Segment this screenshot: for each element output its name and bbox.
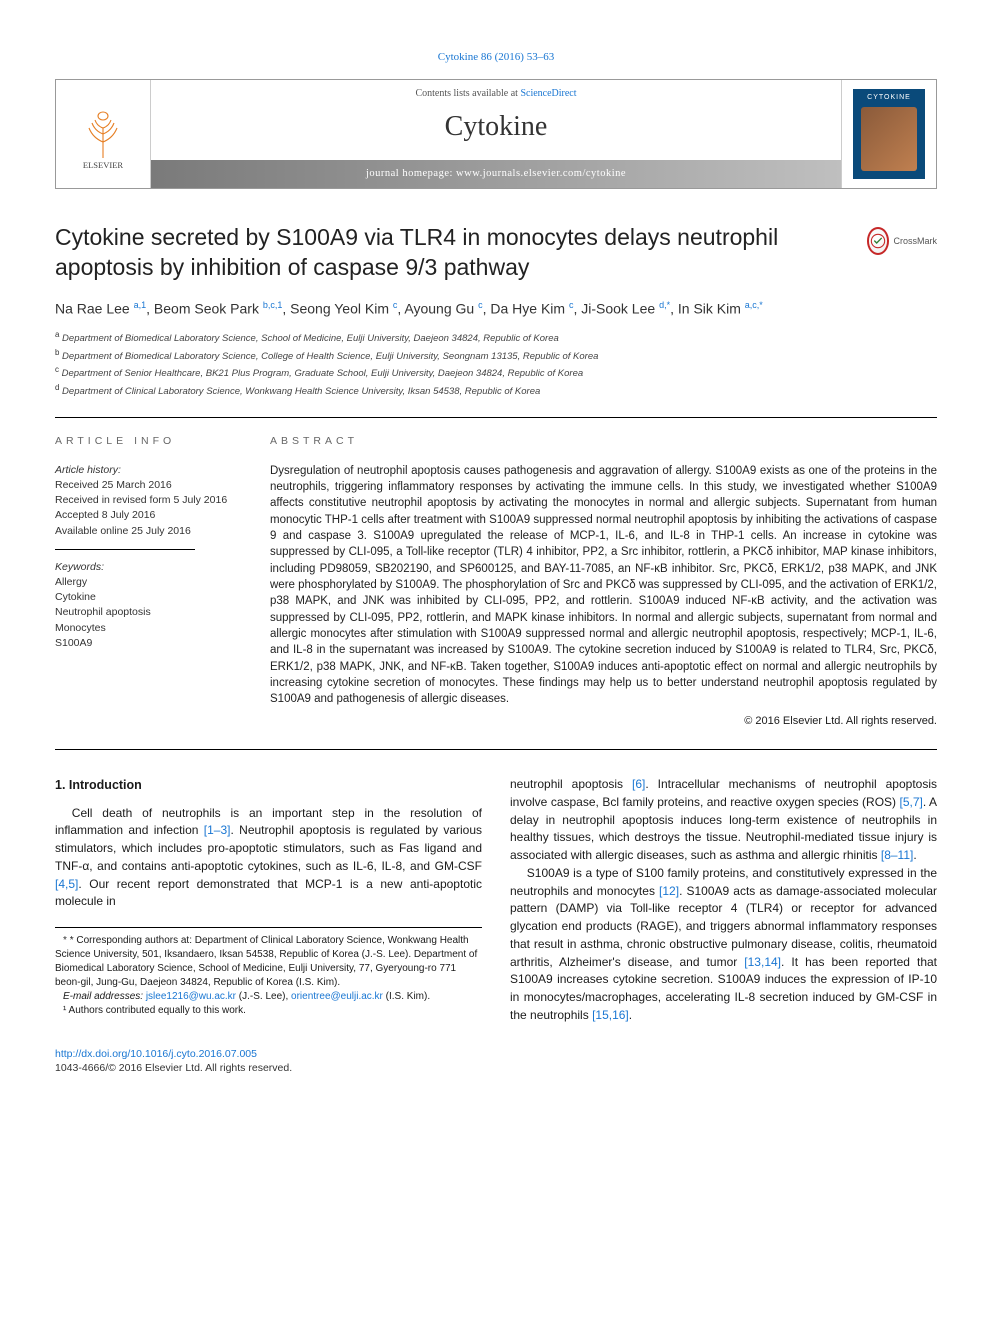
affiliation: b Department of Biomedical Laboratory Sc… — [55, 347, 937, 364]
intro-p1-cont: neutrophil apoptosis [6]. Intracellular … — [510, 776, 937, 865]
publisher-name: ELSEVIER — [83, 160, 123, 170]
email-line: E-mail addresses: jslee1216@wu.ac.kr (J.… — [55, 990, 482, 1004]
article-title: Cytokine secreted by S100A9 via TLR4 in … — [55, 223, 847, 283]
doi-link[interactable]: http://dx.doi.org/10.1016/j.cyto.2016.07… — [55, 1048, 257, 1060]
cite-5-7[interactable]: [5,7] — [900, 795, 923, 809]
contents-line: Contents lists available at ScienceDirec… — [415, 87, 576, 101]
banner-center: Contents lists available at ScienceDirec… — [151, 80, 841, 188]
history-line: Accepted 8 July 2016 — [55, 508, 240, 523]
journal-homepage: journal homepage: www.journals.elsevier.… — [366, 167, 626, 182]
article-info-column: ARTICLE INFO Article history: Received 2… — [55, 418, 260, 729]
cite-1-3[interactable]: [1–3] — [204, 823, 231, 837]
history-line: Received 25 March 2016 — [55, 478, 240, 493]
right-column: neutrophil apoptosis [6]. Intracellular … — [510, 776, 937, 1025]
cite-13-14[interactable]: [13,14] — [744, 955, 781, 969]
crossmark-badge[interactable]: CrossMark — [867, 227, 937, 255]
citation-link[interactable]: Cytokine 86 (2016) 53–63 — [438, 51, 554, 63]
abstract-label: ABSTRACT — [270, 434, 937, 449]
journal-banner: ELSEVIER Contents lists available at Sci… — [55, 79, 937, 189]
cite-8-11[interactable]: [8–11] — [881, 848, 913, 862]
history-line: Available online 25 July 2016 — [55, 524, 240, 539]
left-column: 1. Introduction Cell death of neutrophil… — [55, 776, 482, 1025]
rule-body — [55, 749, 937, 750]
sciencedirect-link[interactable]: ScienceDirect — [520, 88, 576, 99]
journal-cover-icon — [853, 89, 925, 179]
keyword: Allergy — [55, 575, 240, 590]
email-2[interactable]: orientree@eulji.ac.kr — [291, 991, 383, 1002]
equal-contrib-note: ¹ Authors contributed equally to this wo… — [55, 1004, 482, 1018]
corresponding-note: * * Corresponding authors at: Department… — [55, 934, 482, 990]
keyword: Cytokine — [55, 590, 240, 605]
cite-6[interactable]: [6] — [632, 777, 645, 791]
affiliation: d Department of Clinical Laboratory Scie… — [55, 382, 937, 399]
keyword: Monocytes — [55, 621, 240, 636]
affiliation: c Department of Senior Healthcare, BK21 … — [55, 364, 937, 381]
info-sep — [55, 549, 195, 550]
cite-15-16[interactable]: [15,16] — [592, 1008, 629, 1022]
affiliations: a Department of Biomedical Laboratory Sc… — [55, 329, 937, 399]
intro-p1: Cell death of neutrophils is an importan… — [55, 805, 482, 912]
keyword: S100A9 — [55, 636, 240, 651]
abstract-text: Dysregulation of neutrophil apoptosis ca… — [270, 463, 937, 708]
issn-copyright: 1043-4666/© 2016 Elsevier Ltd. All right… — [55, 1062, 292, 1074]
abstract-copyright: © 2016 Elsevier Ltd. All rights reserved… — [270, 714, 937, 729]
page-footer: http://dx.doi.org/10.1016/j.cyto.2016.07… — [55, 1047, 937, 1076]
email-1[interactable]: jslee1216@wu.ac.kr — [146, 991, 236, 1002]
history-head: Article history: — [55, 463, 240, 478]
affiliation: a Department of Biomedical Laboratory Sc… — [55, 329, 937, 346]
crossmark-label: CrossMark — [893, 235, 937, 248]
elsevier-tree-icon: ELSEVIER — [67, 98, 139, 170]
cite-4-5[interactable]: [4,5] — [55, 877, 78, 891]
keywords-head: Keywords: — [55, 560, 240, 575]
authors-line: Na Rae Lee a,1, Beom Seok Park b,c,1, Se… — [55, 299, 937, 319]
history-line: Received in revised form 5 July 2016 — [55, 493, 240, 508]
homepage-url[interactable]: www.journals.elsevier.com/cytokine — [456, 168, 626, 179]
footnotes: * * Corresponding authors at: Department… — [55, 927, 482, 1018]
intro-heading: 1. Introduction — [55, 776, 482, 795]
crossmark-icon — [870, 233, 886, 249]
abstract-column: ABSTRACT Dysregulation of neutrophil apo… — [260, 418, 937, 729]
cover-thumb-cell — [841, 80, 936, 188]
intro-p2: S100A9 is a type of S100 family proteins… — [510, 865, 937, 1025]
body-columns: 1. Introduction Cell death of neutrophil… — [55, 776, 937, 1025]
cite-12[interactable]: [12] — [659, 884, 679, 898]
keyword: Neutrophil apoptosis — [55, 605, 240, 620]
publisher-logo-cell: ELSEVIER — [56, 80, 151, 188]
article-info-label: ARTICLE INFO — [55, 434, 240, 449]
running-header: Cytokine 86 (2016) 53–63 — [55, 50, 937, 65]
journal-name: Cytokine — [445, 107, 548, 146]
